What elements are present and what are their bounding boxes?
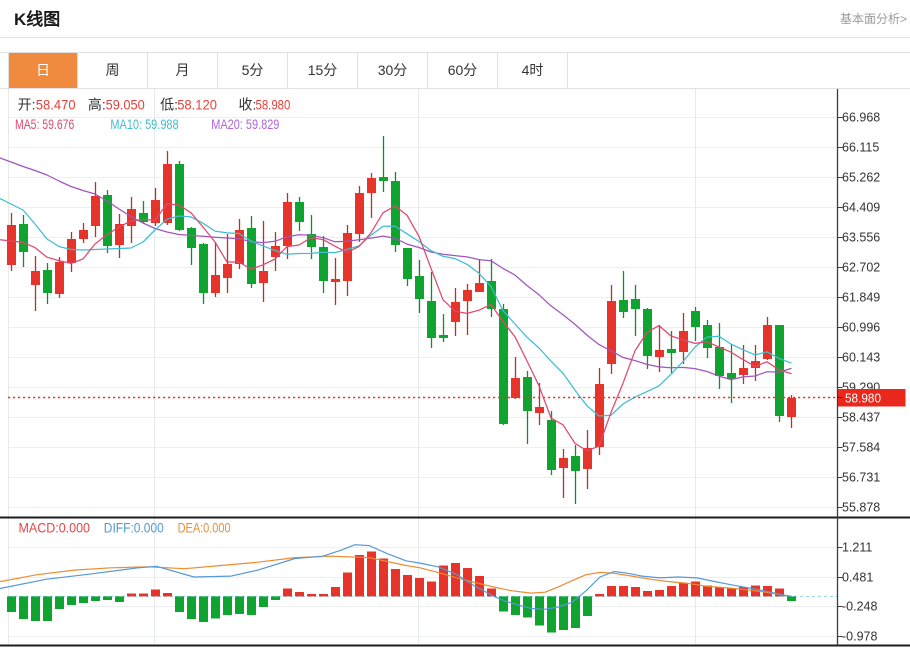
svg-text:MA5: 59.676: MA5: 59.676: [15, 116, 74, 132]
svg-text:开:: 开:: [18, 96, 36, 112]
svg-text:57.584: 57.584: [842, 441, 880, 455]
svg-text:59.050: 59.050: [106, 96, 145, 112]
svg-text:DIFF:0.000: DIFF:0.000: [104, 520, 164, 536]
svg-text:66.968: 66.968: [842, 111, 880, 125]
svg-text:低:: 低:: [160, 96, 178, 112]
svg-text:1.211: 1.211: [842, 541, 872, 555]
svg-text:58.980: 58.980: [256, 96, 291, 112]
svg-text:64.409: 64.409: [842, 201, 880, 215]
svg-text:56.731: 56.731: [842, 471, 880, 485]
svg-text:61.849: 61.849: [842, 291, 880, 305]
svg-text:58.437: 58.437: [842, 411, 880, 425]
svg-text:55.878: 55.878: [842, 501, 880, 515]
svg-text:0.481: 0.481: [842, 571, 873, 585]
svg-text:高:: 高:: [88, 96, 106, 112]
svg-text:65.262: 65.262: [842, 171, 880, 185]
svg-text:-0.248: -0.248: [842, 600, 877, 614]
svg-text:收:: 收:: [239, 96, 257, 112]
svg-text:MA20: 59.829: MA20: 59.829: [211, 116, 279, 132]
svg-text:58.980: 58.980: [845, 391, 881, 406]
svg-text:58.120: 58.120: [177, 96, 217, 112]
svg-text:MA10: 59.988: MA10: 59.988: [110, 116, 178, 132]
svg-text:60.143: 60.143: [842, 351, 880, 365]
svg-text:58.470: 58.470: [36, 96, 76, 112]
svg-text:63.556: 63.556: [842, 231, 880, 245]
svg-text:62.702: 62.702: [842, 261, 880, 275]
svg-text:DEA:0.000: DEA:0.000: [178, 520, 231, 536]
svg-text:-0.978: -0.978: [842, 630, 877, 644]
svg-text:66.115: 66.115: [842, 141, 879, 155]
svg-text:MACD:0.000: MACD:0.000: [19, 520, 91, 536]
svg-text:60.996: 60.996: [842, 321, 880, 335]
